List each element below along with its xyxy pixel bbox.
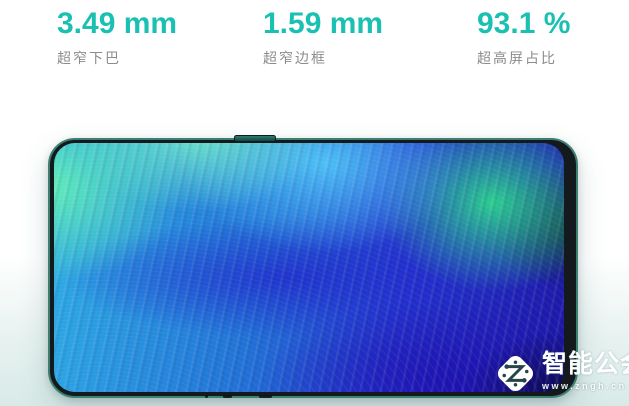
sim-tray-mark [223,395,232,398]
phone-landscape [48,135,578,398]
speaker-port-mark [259,395,272,398]
stat-screen-ratio: 93.1 % 超高屏占比 [477,8,570,68]
mic-hole [205,395,208,398]
stats-row: 3.49 mm 超窄下巴 1.59 mm 超窄边框 93.1 % 超高屏占比 [0,0,629,70]
watermark-url: www.zngh.cn [542,380,627,391]
power-button [234,135,276,142]
stat-chin-label: 超窄下巴 [57,49,121,66]
stat-chin: 3.49 mm 超窄下巴 [57,8,177,68]
stat-screen-ratio-value: 93.1 % [477,7,571,40]
stat-bezel: 1.59 mm 超窄边框 [263,8,383,68]
stat-chin-value: 3.49 mm [57,7,178,40]
watermark-texts: 智能公会 www.zngh.cn [542,350,629,391]
watermark-brand: 智能公会 [542,350,629,378]
stat-screen-ratio-label: 超高屏占比 [477,49,557,66]
stat-bezel-value: 1.59 mm [263,7,384,40]
watermark: 智能公会 www.zngh.cn [492,350,629,397]
phone-screen-wallpaper [54,143,564,392]
stat-bezel-label: 超窄边框 [263,49,327,66]
circuit-z-logo-icon [497,355,534,392]
